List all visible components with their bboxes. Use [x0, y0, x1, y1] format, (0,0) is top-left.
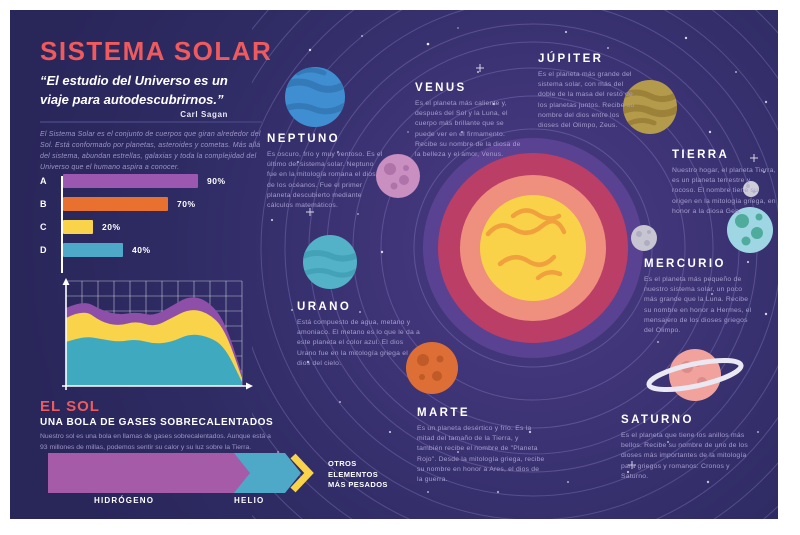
- sun-composition-bar: [48, 453, 314, 493]
- planet-description: Es el planeta que tiene los anillos más …: [621, 432, 748, 480]
- solar-system-poster: SISTEMA SOLAR “El estudio del Universo e…: [10, 10, 778, 519]
- composition-label-helium: HELIO: [234, 496, 265, 505]
- intro-paragraph: El Sistema Solar es el conjunto de cuerp…: [40, 131, 261, 172]
- sun-section-body: Nuestro sol es una bola en llamas de gas…: [40, 433, 271, 451]
- stacked-area-chart: [62, 278, 253, 390]
- bar-row-d: D 40%: [40, 243, 266, 257]
- planet-block-mars: MARTE Es un planeta desértico y frío. Es…: [417, 407, 545, 485]
- bar-category-label: D: [40, 245, 47, 255]
- planet-block-venus: VENUS Es el planeta más caliente y, desp…: [415, 82, 523, 160]
- solar-system-diagram: [252, 10, 778, 519]
- planet-uranus-illustration: [303, 235, 357, 289]
- bar-category-label: B: [40, 199, 47, 209]
- planet-description: Está compuesto de agua, metano y amoniac…: [297, 319, 421, 367]
- planet-description: Es un planeta desértico y frío. Es la mi…: [417, 425, 545, 483]
- bar-row-a: A 90%: [40, 174, 266, 188]
- planet-block-jupiter: JÚPITER Es el planeta más grande del sis…: [538, 53, 642, 131]
- bar-row-c: C 20%: [40, 220, 266, 234]
- planet-neptune-illustration: [285, 67, 345, 127]
- helium-segment: [234, 453, 301, 493]
- planet-description: Es el planeta más caliente y, después de…: [415, 100, 521, 158]
- composition-label-others: OTROS ELEMENTOS MÁS PESADOS: [328, 459, 388, 489]
- bar-b: [63, 197, 168, 211]
- bar-value-label: 90%: [207, 176, 226, 186]
- planet-earth-illustration: [727, 181, 773, 253]
- planet-name: SATURNO: [621, 414, 694, 426]
- bar-a: [63, 174, 198, 188]
- sun-illustration: [423, 138, 643, 358]
- planet-name: MERCURIO: [644, 258, 726, 270]
- composition-label-hydrogen: HIDRÓGENO: [94, 496, 155, 505]
- planet-mercury-illustration: [631, 225, 657, 251]
- planet-block-mercury: MERCURIO Es el planeta más pequeño de nu…: [644, 258, 756, 336]
- stars: [270, 27, 768, 494]
- bar-d: [63, 243, 123, 257]
- sun-flare-doodles: [485, 208, 567, 281]
- planet-description: Es el planeta más pequeño de nuestro sis…: [644, 276, 752, 334]
- planet-description: Es oscuro, frío y muy ventoso. Es el últ…: [267, 151, 383, 209]
- planet-mars-illustration: [406, 342, 458, 394]
- quote-author: Carl Sagan: [180, 110, 228, 119]
- planet-name: TIERRA: [672, 149, 730, 161]
- planet-venus-illustration: [376, 154, 420, 198]
- other-elements-chevron: [290, 453, 314, 493]
- bar-c: [63, 220, 93, 234]
- bar-category-label: C: [40, 222, 47, 232]
- page-title: SISTEMA SOLAR: [40, 36, 273, 66]
- planet-name: VENUS: [415, 82, 467, 94]
- bar-chart-axis: [61, 176, 63, 273]
- planet-name: MARTE: [417, 407, 470, 419]
- planet-jupiter-illustration: [623, 80, 677, 134]
- bar-row-b: B 70%: [40, 197, 266, 211]
- planet-block-earth: TIERRA Nuestro hogar, el planeta Tierra,…: [672, 149, 776, 217]
- planet-name: NEPTUNO: [267, 133, 341, 145]
- divider-line: [40, 121, 264, 123]
- planet-block-uranus: URANO Está compuesto de agua, metano y a…: [297, 301, 423, 369]
- bar-value-label: 40%: [132, 245, 151, 255]
- horizontal-bar-chart: A 90% B 70% C 20% D 40%: [40, 174, 266, 273]
- planet-description: Nuestro hogar, el planeta Tierra, es un …: [672, 167, 776, 215]
- planet-description: Es el planeta más grande del sistema sol…: [538, 71, 635, 129]
- planet-name: URANO: [297, 301, 352, 313]
- quote-text: “El estudio del Universo es un viaje par…: [40, 73, 228, 107]
- planet-block-neptune: NEPTUNO Es oscuro, frío y muy ventoso. E…: [267, 133, 385, 211]
- hydrogen-segment: [48, 453, 250, 493]
- bar-category-label: A: [40, 176, 47, 186]
- saturn-ring: [646, 357, 744, 393]
- bar-value-label: 20%: [102, 222, 121, 232]
- sun-section-subheading: UNA BOLA DE GASES SOBRECALENTADOS: [40, 417, 274, 428]
- planet-saturn-illustration: [646, 349, 744, 401]
- sun-section-heading: EL SOL: [40, 398, 100, 415]
- planet-name: JÚPITER: [538, 53, 604, 65]
- planet-block-saturn: SATURNO Es el planeta que tiene los anil…: [621, 414, 749, 482]
- bar-value-label: 70%: [177, 199, 196, 209]
